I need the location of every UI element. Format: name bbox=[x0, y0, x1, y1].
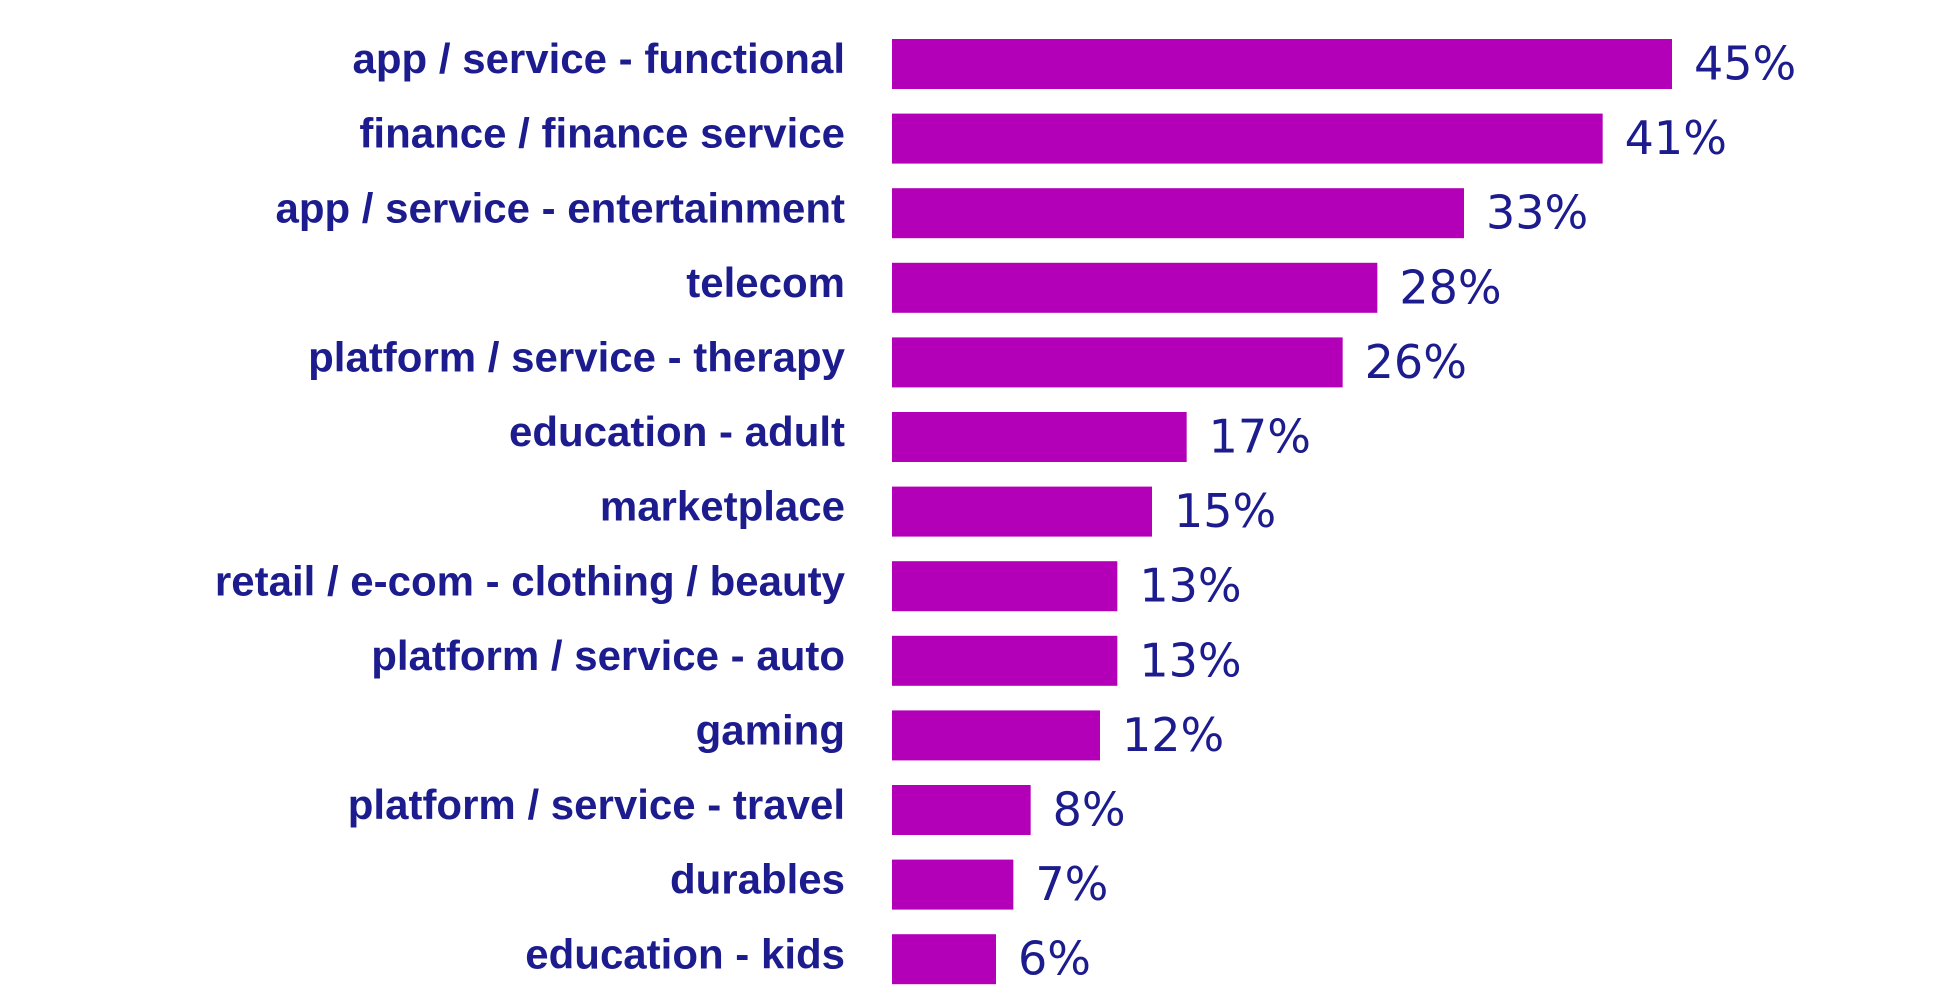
bar bbox=[892, 486, 1152, 537]
bar bbox=[892, 934, 996, 985]
value-labels: 45% 41% 33% 28% 26% 17% 15% 13% 13% 12% 8% 7% 6% bbox=[1018, 37, 1796, 986]
bar bbox=[892, 412, 1187, 462]
category-label: education - kids bbox=[525, 930, 845, 977]
value-label: 8% bbox=[1053, 783, 1126, 837]
value-label: 13% bbox=[1139, 633, 1241, 687]
value-label: 15% bbox=[1174, 484, 1276, 538]
value-label: 17% bbox=[1209, 410, 1311, 464]
bar bbox=[892, 635, 1118, 686]
value-label: 26% bbox=[1365, 335, 1467, 389]
value-label: 6% bbox=[1018, 932, 1091, 986]
bar bbox=[892, 39, 1672, 89]
bar bbox=[892, 710, 1100, 761]
value-label: 28% bbox=[1399, 260, 1501, 314]
category-label: durables bbox=[670, 856, 845, 903]
value-label: 13% bbox=[1139, 559, 1241, 613]
category-label: marketplace bbox=[600, 483, 845, 530]
bars bbox=[892, 39, 1672, 985]
bar bbox=[892, 561, 1118, 612]
value-label: 45% bbox=[1694, 37, 1796, 91]
category-label: platform / service - travel bbox=[348, 781, 845, 828]
bar bbox=[892, 188, 1464, 239]
bar bbox=[892, 337, 1343, 388]
category-label: finance / finance service bbox=[359, 110, 845, 157]
category-label: gaming bbox=[696, 706, 845, 753]
bar bbox=[892, 859, 1014, 910]
category-label: platform / service - auto bbox=[371, 632, 845, 679]
category-label: app / service - entertainment bbox=[275, 184, 845, 231]
category-label: retail / e-com - clothing / beauty bbox=[215, 557, 846, 604]
bar bbox=[892, 262, 1378, 313]
category-labels: app / service - functional finance / fina… bbox=[215, 35, 846, 977]
category-label: app / service - functional bbox=[353, 35, 845, 82]
category-label: education - adult bbox=[509, 408, 845, 455]
value-label: 12% bbox=[1122, 708, 1224, 762]
value-label: 33% bbox=[1486, 186, 1588, 240]
value-label: 7% bbox=[1035, 857, 1108, 911]
value-label: 41% bbox=[1625, 111, 1727, 165]
category-label: platform / service - therapy bbox=[308, 333, 845, 380]
bar bbox=[892, 113, 1603, 164]
bar bbox=[892, 785, 1031, 835]
category-label: telecom bbox=[686, 259, 845, 306]
